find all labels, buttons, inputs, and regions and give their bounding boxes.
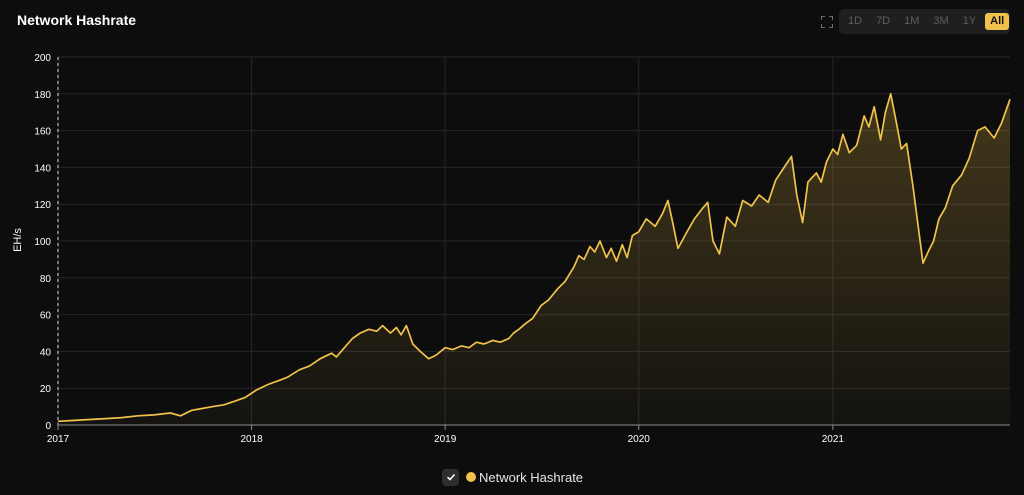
y-tick-label: 60 (40, 311, 52, 322)
time-range-selector: 1D 7D 1M 3M 1Y All (839, 9, 1010, 34)
y-tick-label: 140 (34, 163, 51, 174)
x-tick-label: 2017 (47, 434, 70, 445)
legend-toggle-checkbox[interactable] (442, 468, 459, 486)
range-button-1d[interactable]: 1D (848, 15, 863, 27)
y-tick-label: 180 (34, 90, 51, 101)
axes (57, 57, 1010, 430)
x-tick-label: 2019 (434, 434, 457, 445)
y-tick-label: 0 (45, 421, 51, 432)
legend-label: Network Hashrate (479, 469, 584, 485)
y-tick-label: 80 (40, 274, 52, 285)
y-tick-label: 100 (34, 237, 51, 248)
y-axis-ticks: 0 20 40 60 80 100 120 140 160 180 200 (34, 53, 51, 432)
y-tick-label: 200 (34, 53, 51, 64)
range-button-7d[interactable]: 7D (876, 15, 891, 27)
y-tick-label: 20 (40, 384, 52, 395)
x-tick-label: 2021 (822, 434, 845, 445)
x-tick-label: 2020 (628, 434, 651, 445)
hashrate-area (58, 93, 1010, 426)
range-button-all[interactable]: All (985, 13, 1010, 30)
checkmark-icon (446, 473, 455, 481)
chart-toolbar: 1D 7D 1M 3M 1Y All (816, 9, 1010, 34)
range-button-1m[interactable]: 1M (904, 15, 920, 27)
chart-title: Network Hashrate (17, 12, 137, 28)
y-tick-label: 40 (40, 347, 52, 358)
series-line-network-hashrate[interactable] (57, 92, 1011, 423)
range-button-1y[interactable]: 1Y (962, 15, 977, 27)
x-axis-ticks: 2017 2018 2019 2020 2021 (47, 434, 845, 445)
range-button-3m[interactable]: 3M (933, 15, 949, 27)
y-tick-label: 120 (34, 200, 51, 211)
y-tick-label: 160 (34, 127, 51, 138)
legend: Network Hashrate (442, 468, 583, 486)
legend-swatch (466, 472, 476, 482)
x-tick-label: 2018 (240, 434, 263, 445)
